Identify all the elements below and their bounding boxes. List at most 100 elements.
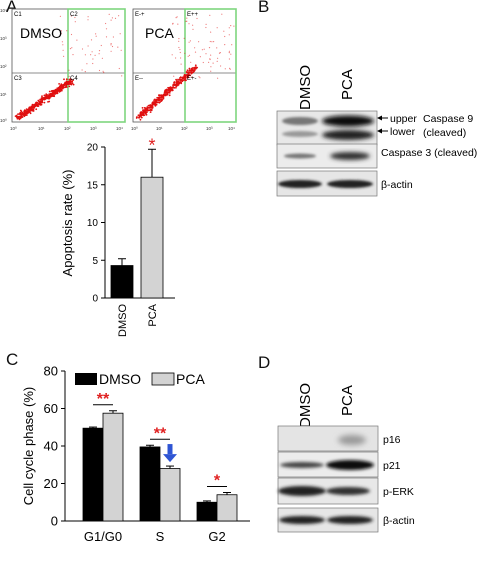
- scatter-dot: [188, 54, 191, 57]
- scatter-dot: [103, 71, 105, 74]
- scatter-dot: [177, 82, 180, 84]
- scatter-dot: [92, 62, 94, 65]
- scatter-dot: [30, 107, 32, 110]
- scatter-dot: [160, 95, 163, 97]
- scatter-dot: [209, 58, 211, 60]
- scatter-dot: [84, 54, 86, 56]
- scatter-dot: [189, 74, 192, 77]
- svg-text:10⁴: 10⁴: [0, 8, 7, 13]
- quadrant-label: C1: [14, 12, 22, 18]
- scatter-dot: [20, 112, 23, 115]
- scatter-dot: [190, 72, 193, 75]
- scatter-dot: [202, 61, 204, 64]
- scatter-dot: [35, 108, 38, 111]
- scatter-dot: [161, 95, 164, 98]
- scatter-dot: [156, 96, 159, 99]
- svg-text:10⁰: 10⁰: [131, 126, 138, 131]
- scatter-dot: [219, 52, 221, 54]
- svg-text:10⁴: 10⁴: [116, 126, 123, 131]
- scatter-dot: [182, 77, 184, 79]
- scatter-dot: [48, 96, 51, 98]
- scatter-dot: [175, 78, 178, 81]
- svg-text:10¹: 10¹: [0, 92, 7, 97]
- down-arrow-icon: [163, 444, 177, 463]
- scatter-dot: [230, 25, 232, 27]
- scatter-dot: [144, 107, 146, 109]
- lane-label-pca: PCA: [339, 69, 356, 100]
- scatter-dot: [102, 70, 104, 72]
- scatter-dot: [168, 92, 171, 94]
- scatter-dot: [43, 94, 46, 97]
- legend-label-dmso: DMSO: [99, 371, 141, 387]
- scatter-dot: [188, 69, 191, 72]
- scatter-dot: [209, 14, 211, 16]
- scatter-dot: [60, 89, 63, 92]
- scatter-dot: [172, 23, 174, 25]
- scatter-dot: [191, 76, 193, 78]
- scatter-dot: [184, 74, 186, 77]
- scatter-dot: [60, 84, 63, 87]
- scatter-dot: [228, 58, 230, 60]
- scatter-dot: [216, 60, 218, 63]
- scatter-dot: [66, 30, 68, 32]
- y-tick-label: 15: [87, 180, 99, 191]
- scatter-dot: [229, 67, 231, 69]
- protein-label-perk: p-ERK: [383, 486, 414, 498]
- scatter-dot: [140, 111, 142, 114]
- x-tick-label: PCA: [147, 303, 159, 326]
- bar-dmso: [139, 446, 161, 522]
- scatter-dot: [194, 64, 197, 67]
- scatter-dot: [208, 47, 211, 49]
- scatter-dot: [189, 40, 191, 42]
- bar-pca: [159, 468, 181, 522]
- scatter-dot: [205, 23, 207, 25]
- protein-label-cleaved: (cleaved): [423, 127, 466, 139]
- scatter-dot: [213, 41, 215, 43]
- scatter-dot: [175, 81, 178, 84]
- scatter-dot: [68, 69, 70, 71]
- scatter-dot: [39, 101, 41, 104]
- flow-treatment-label: PCA: [145, 25, 174, 41]
- scatter-dot: [229, 68, 231, 70]
- scatter-dot: [66, 83, 69, 86]
- scatter-dot: [173, 75, 175, 77]
- scatter-dot: [68, 75, 70, 77]
- scatter-dot: [184, 76, 187, 79]
- scatter-dot: [33, 107, 35, 109]
- legend-swatch-dmso: [75, 373, 97, 385]
- scatter-dot: [224, 35, 226, 38]
- scatter-dot: [209, 40, 211, 43]
- scatter-dot: [52, 92, 54, 95]
- scatter-dot: [37, 103, 39, 106]
- scatter-dot: [228, 27, 230, 29]
- quadrant-label: C3: [14, 76, 22, 82]
- scatter-dot: [68, 80, 71, 83]
- scatter-dot: [172, 86, 175, 89]
- scatter-dot: [119, 33, 121, 35]
- protein-label-caspase3: Caspase 3 (cleaved): [381, 147, 477, 159]
- scatter-dot: [168, 90, 171, 93]
- x-tick-label: S: [156, 529, 165, 544]
- scatter-dot: [166, 93, 169, 96]
- scatter-dot: [19, 116, 22, 119]
- svg-text:10³: 10³: [206, 126, 213, 131]
- legend-swatch-pca: [151, 372, 175, 386]
- scatter-dot: [198, 41, 200, 43]
- scatter-dot: [43, 101, 46, 104]
- protein-label-actin: β-actin: [383, 515, 415, 527]
- y-tick-label: 80: [44, 364, 58, 379]
- scatter-dot: [28, 110, 31, 112]
- scatter-dot: [184, 79, 187, 82]
- scatter-dot: [142, 109, 145, 112]
- scatter-dot: [186, 17, 188, 19]
- quadrant-label: E+-: [187, 76, 197, 82]
- apoptosis-chart: 0 5 10 15 20 DMSO PCA * Apoptosis rate (%): [60, 135, 175, 337]
- blot-strip-actin: [276, 170, 378, 197]
- scatter-dot: [72, 54, 74, 56]
- flow-treatment-label: DMSO: [20, 25, 62, 41]
- scatter-dot: [177, 83, 180, 86]
- scatter-dot: [101, 57, 103, 59]
- blot-d: DMSO PCA p16 p21 p-ERK β-actin: [270, 368, 485, 557]
- scatter-dot: [210, 31, 212, 33]
- bar-dmso: [196, 501, 218, 522]
